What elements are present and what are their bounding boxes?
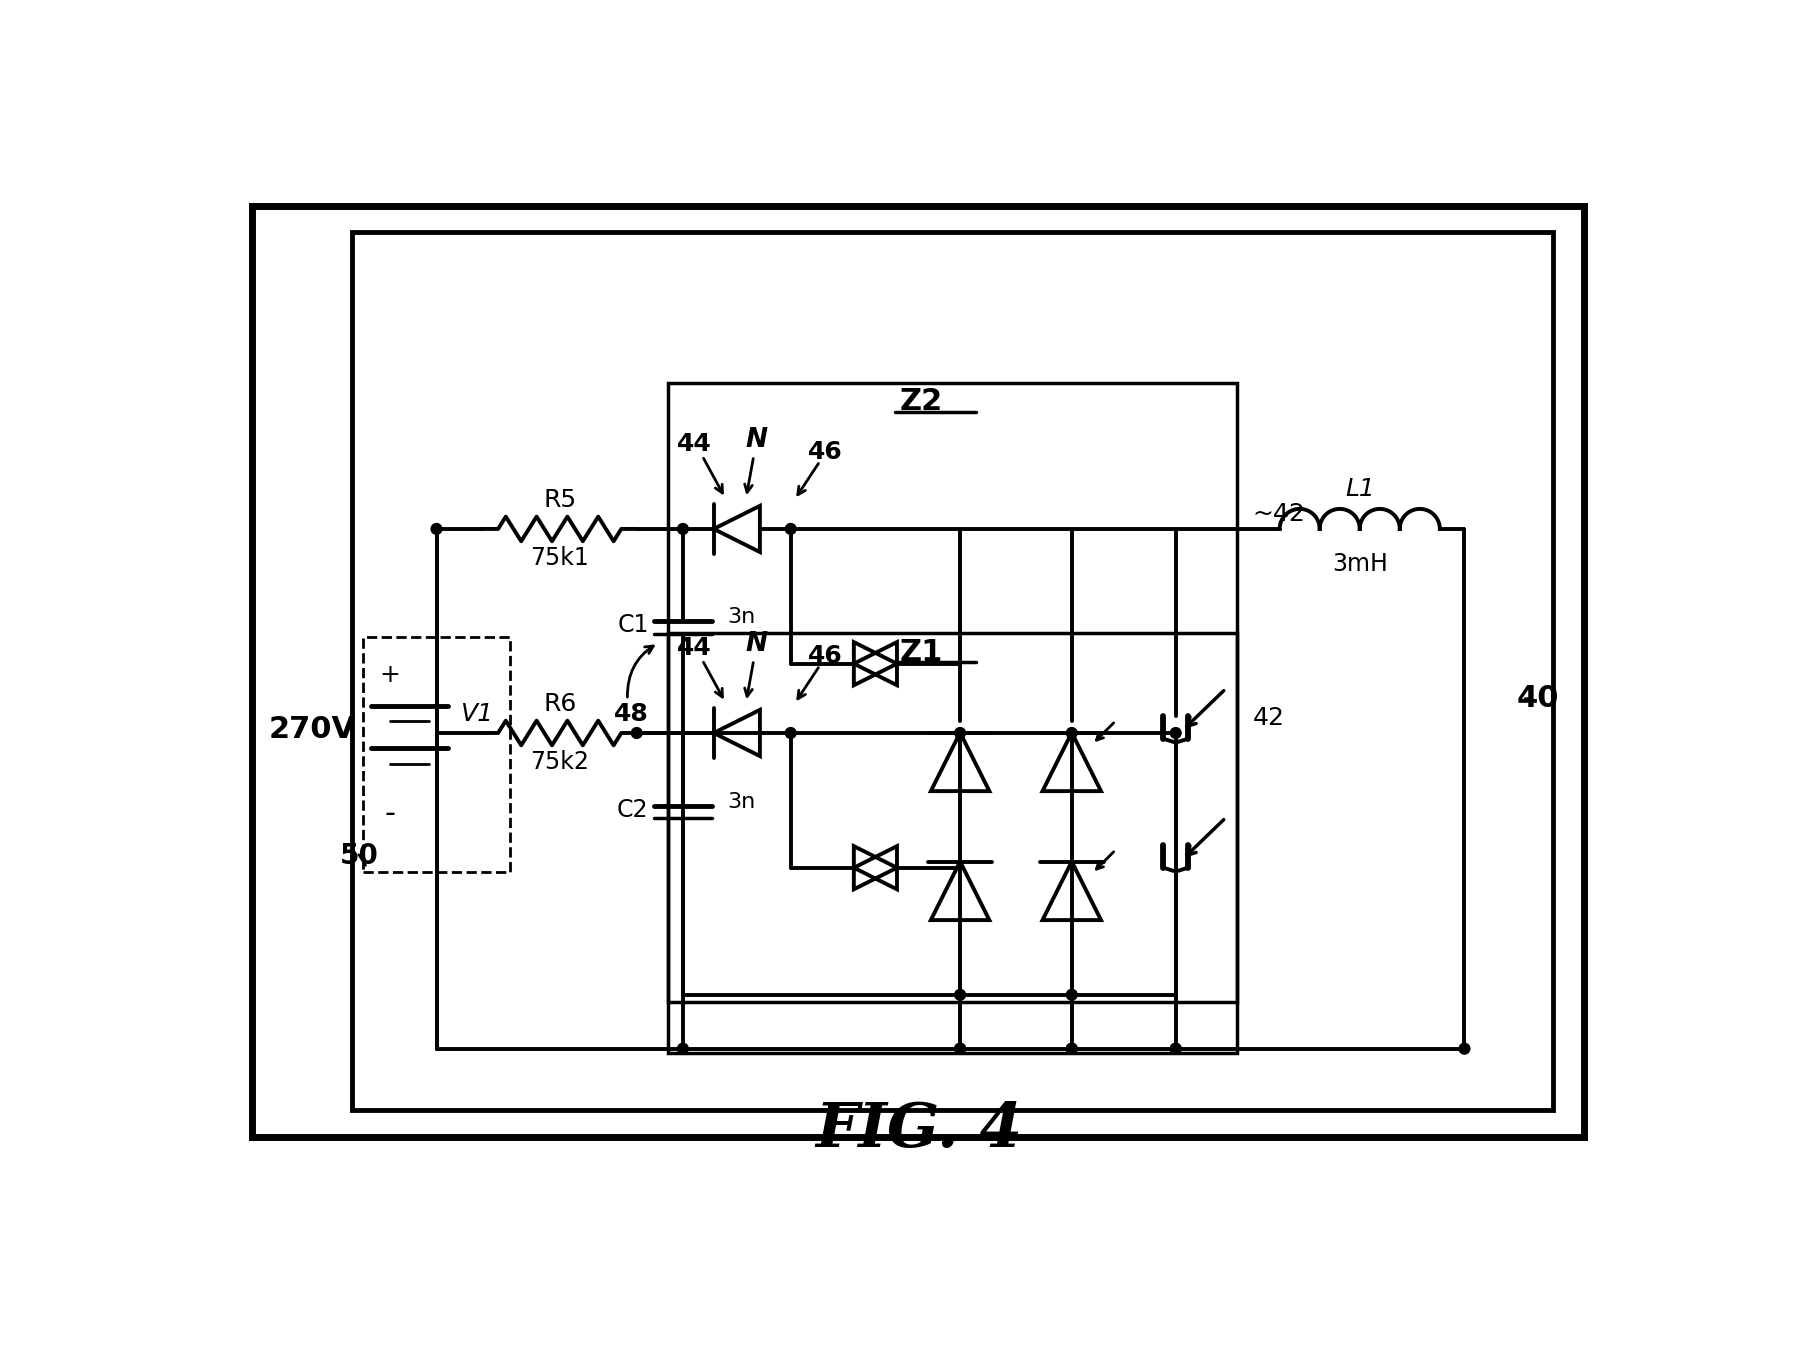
- Text: Z1: Z1: [900, 637, 943, 667]
- Circle shape: [954, 990, 965, 1001]
- Circle shape: [430, 524, 441, 535]
- Circle shape: [1171, 1044, 1182, 1055]
- Circle shape: [678, 1044, 689, 1055]
- Circle shape: [954, 727, 965, 738]
- Text: C2: C2: [617, 797, 649, 822]
- Circle shape: [1067, 1044, 1078, 1055]
- Bar: [364, 637, 509, 872]
- Text: R6: R6: [543, 692, 576, 715]
- Text: 46: 46: [809, 440, 843, 463]
- Text: C1: C1: [617, 613, 649, 637]
- Circle shape: [954, 1044, 965, 1055]
- Text: N: N: [746, 427, 767, 454]
- Circle shape: [631, 727, 642, 738]
- Text: FIG. 4: FIG. 4: [816, 1100, 1022, 1160]
- Text: 46: 46: [809, 644, 843, 668]
- Text: 3n: 3n: [728, 607, 757, 628]
- Text: 75k2: 75k2: [531, 750, 590, 775]
- Circle shape: [1171, 727, 1182, 738]
- Text: 270V: 270V: [269, 715, 355, 744]
- Text: 48: 48: [613, 702, 649, 726]
- Circle shape: [785, 727, 796, 738]
- Text: V1: V1: [459, 702, 493, 726]
- Text: R5: R5: [543, 488, 576, 512]
- Text: L1: L1: [1345, 477, 1375, 501]
- Text: ~42: ~42: [1253, 501, 1305, 525]
- Circle shape: [1067, 1044, 1078, 1055]
- Text: Z2: Z2: [900, 388, 943, 416]
- Text: +: +: [380, 663, 402, 687]
- Bar: [667, 633, 1237, 1052]
- Text: 3n: 3n: [728, 792, 757, 812]
- Bar: [667, 383, 1237, 1002]
- Text: -: -: [385, 799, 396, 828]
- Text: 44: 44: [678, 636, 712, 660]
- Text: 42: 42: [1253, 706, 1286, 730]
- Text: 40: 40: [1517, 684, 1558, 713]
- Circle shape: [678, 524, 689, 535]
- Circle shape: [785, 524, 796, 535]
- Text: 50: 50: [341, 842, 378, 870]
- Bar: [251, 206, 1583, 1137]
- Circle shape: [1171, 1044, 1182, 1055]
- Text: 3mH: 3mH: [1332, 551, 1388, 575]
- Circle shape: [954, 1044, 965, 1055]
- Circle shape: [1067, 990, 1078, 1001]
- Text: N: N: [746, 632, 767, 657]
- Circle shape: [1460, 1044, 1470, 1055]
- Text: 75k1: 75k1: [531, 546, 590, 570]
- Circle shape: [1067, 727, 1078, 738]
- Bar: [351, 233, 1553, 1110]
- Text: 44: 44: [678, 432, 712, 457]
